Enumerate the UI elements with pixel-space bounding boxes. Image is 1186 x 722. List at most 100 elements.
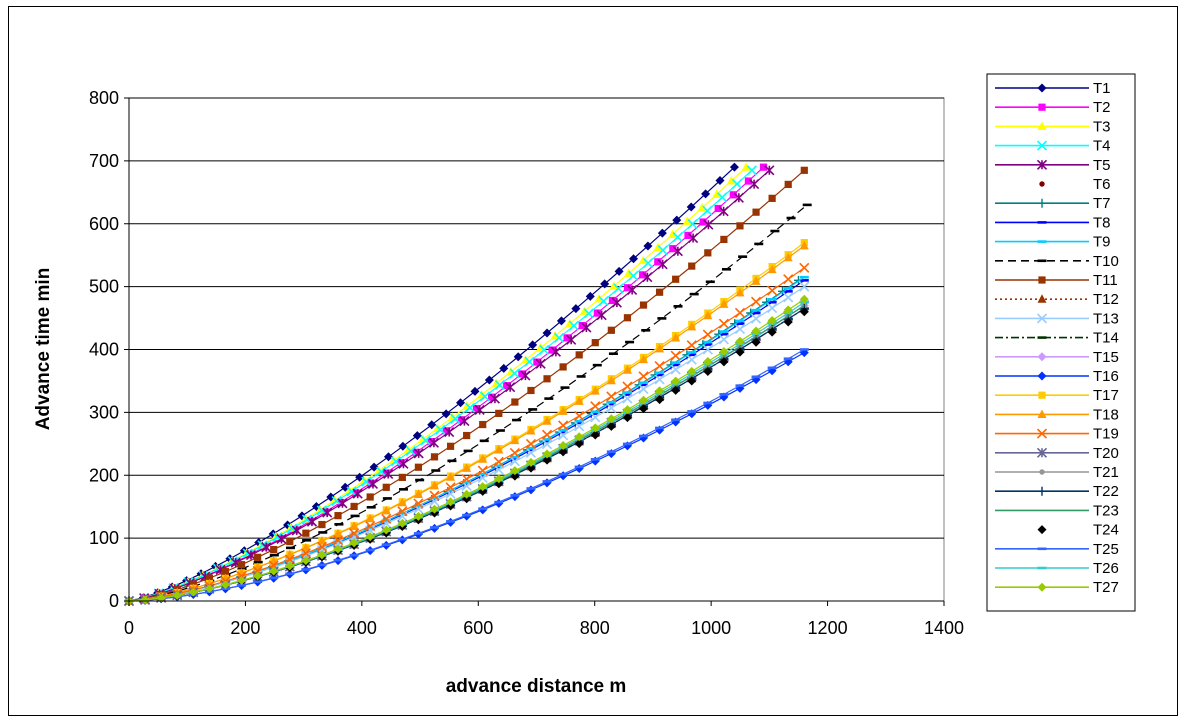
data-point	[738, 255, 748, 258]
data-point	[172, 590, 182, 600]
data-point	[493, 464, 504, 475]
data-point	[568, 320, 579, 331]
data-point	[484, 375, 494, 385]
data-point	[735, 322, 745, 325]
data-point	[670, 350, 681, 361]
legend-item-t2: T2	[995, 99, 1111, 116]
data-point	[429, 497, 439, 500]
data-point	[535, 358, 546, 369]
data-point	[642, 272, 653, 283]
data-point	[643, 257, 654, 269]
legend-marker	[1037, 240, 1047, 243]
data-point	[623, 314, 632, 322]
y-tick-label: 200	[89, 465, 119, 485]
data-point	[541, 429, 553, 440]
data-point	[735, 336, 745, 346]
data-point	[494, 500, 504, 504]
data-point	[285, 572, 295, 576]
data-point	[671, 363, 681, 367]
data-point	[783, 274, 794, 285]
data-point	[720, 235, 728, 244]
data-point	[574, 432, 584, 442]
data-point	[505, 382, 516, 393]
data-point	[558, 420, 569, 431]
legend-label: T23	[1093, 502, 1119, 519]
data-point	[506, 366, 516, 376]
data-point	[655, 343, 665, 353]
data-point	[784, 180, 792, 188]
legend-marker	[1039, 181, 1045, 187]
data-point	[301, 553, 311, 556]
data-point	[703, 340, 713, 344]
data-point	[750, 313, 762, 324]
data-point	[494, 379, 505, 391]
data-point	[574, 439, 584, 449]
data-point	[478, 507, 488, 510]
data-point	[499, 363, 509, 373]
data-point	[518, 370, 526, 378]
data-point	[719, 299, 729, 308]
data-point	[365, 521, 376, 532]
data-point	[687, 353, 697, 357]
data-point	[622, 381, 633, 392]
data-point	[802, 203, 812, 207]
data-point	[253, 560, 263, 564]
data-point	[702, 329, 713, 340]
x-tick-label: 1200	[808, 618, 848, 638]
y-tick-label: 100	[89, 528, 119, 548]
data-point	[285, 561, 295, 571]
data-point	[704, 249, 712, 257]
data-point	[446, 489, 456, 492]
legend-label: T7	[1093, 195, 1111, 212]
data-point	[253, 580, 263, 584]
data-point	[462, 489, 472, 499]
data-point	[749, 179, 760, 190]
data-point	[188, 587, 198, 597]
data-point	[470, 386, 480, 396]
data-point	[590, 458, 600, 461]
data-point	[751, 375, 761, 379]
data-point	[361, 476, 372, 487]
data-point	[799, 281, 810, 292]
data-point	[578, 321, 586, 330]
data-point	[510, 471, 520, 481]
data-point	[367, 478, 379, 490]
data-point	[254, 553, 262, 561]
data-point	[734, 324, 746, 335]
data-point	[699, 218, 707, 226]
data-point	[300, 548, 311, 559]
data-point	[590, 412, 601, 423]
data-point	[365, 532, 375, 542]
legend-label: T27	[1093, 579, 1119, 596]
data-point	[291, 525, 302, 536]
data-point	[622, 393, 633, 404]
data-point	[479, 420, 487, 429]
data-point	[349, 553, 359, 557]
data-point	[703, 401, 713, 405]
data-point	[397, 512, 407, 516]
data-point	[398, 473, 406, 481]
data-point	[639, 354, 649, 364]
data-point	[606, 400, 616, 404]
data-point	[735, 384, 745, 387]
data-point	[786, 216, 796, 220]
y-tick-label: 400	[89, 340, 119, 360]
data-point	[558, 430, 569, 441]
legend-marker	[1036, 447, 1048, 458]
data-point	[503, 382, 511, 390]
legend-label: T17	[1093, 387, 1119, 404]
data-point	[608, 296, 617, 305]
data-point	[285, 559, 295, 562]
data-point	[729, 162, 739, 172]
legend-label: T3	[1093, 118, 1111, 135]
data-point	[429, 490, 440, 501]
data-point	[413, 532, 423, 535]
data-point	[590, 430, 600, 440]
data-point	[622, 365, 632, 374]
data-point	[526, 457, 536, 467]
data-point	[412, 431, 422, 441]
series-t27	[124, 294, 809, 606]
data-point	[444, 426, 455, 438]
data-point	[687, 321, 697, 331]
data-point	[477, 465, 488, 476]
